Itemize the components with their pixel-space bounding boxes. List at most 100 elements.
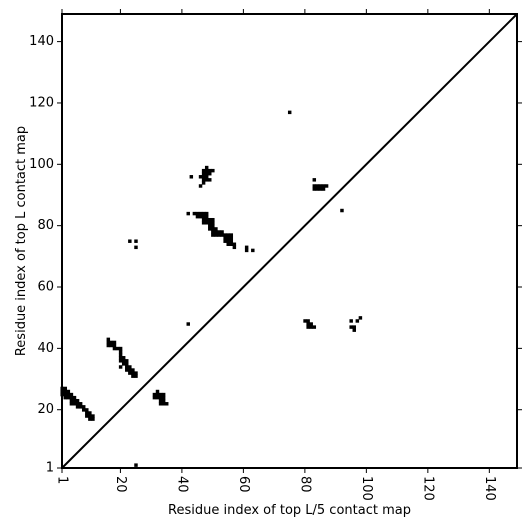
contact-cell bbox=[78, 402, 83, 406]
contact-cell bbox=[66, 389, 71, 394]
contact-cell bbox=[306, 322, 310, 326]
contact-cell bbox=[211, 230, 215, 234]
contact-cell bbox=[106, 343, 111, 348]
contact-cell bbox=[201, 171, 206, 176]
contact-cell bbox=[66, 392, 71, 397]
contact-cell bbox=[158, 402, 163, 406]
contact-cell bbox=[223, 239, 227, 243]
contact-cell bbox=[321, 187, 326, 191]
plot-frame bbox=[61, 13, 518, 469]
contact-cell bbox=[195, 211, 200, 216]
contact-cell bbox=[161, 398, 166, 403]
contact-cell bbox=[340, 208, 344, 213]
contact-cells bbox=[60, 110, 363, 467]
contact-cell bbox=[312, 325, 317, 329]
contact-cell bbox=[109, 343, 114, 348]
contact-cell bbox=[355, 319, 360, 323]
contact-cell bbox=[85, 408, 89, 412]
contact-cell bbox=[125, 362, 129, 366]
contact-cell bbox=[155, 392, 160, 397]
contact-cell bbox=[226, 233, 230, 237]
contact-cell bbox=[131, 371, 135, 375]
contact-cell bbox=[125, 359, 129, 363]
contact-cell bbox=[134, 371, 138, 375]
contact-cell bbox=[315, 187, 320, 191]
contact-cell bbox=[112, 340, 117, 345]
contact-cell bbox=[121, 356, 126, 360]
contact-cell bbox=[131, 374, 135, 378]
contact-cell bbox=[198, 184, 203, 188]
contact-cell bbox=[118, 349, 123, 354]
contact-cell bbox=[155, 389, 160, 394]
contact-cell bbox=[106, 340, 111, 345]
contact-cell bbox=[125, 365, 129, 369]
contact-cell bbox=[211, 168, 215, 173]
contact-cell bbox=[81, 405, 86, 409]
contact-cell bbox=[106, 337, 111, 342]
contact-cell bbox=[352, 325, 356, 329]
contact-cell bbox=[186, 322, 190, 326]
x-tick-label: 120 bbox=[420, 476, 435, 501]
contact-cell bbox=[349, 319, 353, 323]
contact-cell bbox=[198, 211, 203, 216]
y-tick-label: 80 bbox=[37, 218, 54, 233]
contact-cell bbox=[152, 395, 157, 400]
contact-cell bbox=[66, 395, 71, 400]
contact-cell bbox=[63, 386, 68, 391]
contact-cell bbox=[72, 398, 77, 403]
contact-cell bbox=[318, 184, 323, 188]
contact-cell bbox=[91, 414, 95, 418]
contact-cell bbox=[211, 217, 215, 222]
contact-cell bbox=[112, 346, 117, 351]
contact-cell bbox=[217, 230, 221, 234]
contact-cell bbox=[208, 171, 212, 176]
contact-cell bbox=[312, 184, 317, 188]
contact-cell bbox=[161, 402, 166, 406]
contact-cell bbox=[128, 371, 132, 375]
contact-cell bbox=[69, 398, 74, 403]
contact-cell bbox=[134, 374, 138, 378]
contact-cell bbox=[85, 411, 89, 415]
contact-cell bbox=[128, 365, 132, 369]
contact-cell bbox=[72, 402, 77, 406]
contact-cell bbox=[208, 221, 212, 225]
contact-cell bbox=[69, 395, 74, 400]
contact-cell bbox=[324, 184, 329, 188]
contact-cell bbox=[201, 175, 206, 179]
y-tick-label: 40 bbox=[37, 341, 54, 356]
contact-cell bbox=[91, 417, 95, 421]
contact-cell bbox=[214, 233, 218, 237]
contact-cell bbox=[75, 405, 80, 409]
contact-cell bbox=[315, 184, 320, 188]
contact-cell bbox=[125, 368, 129, 372]
contact-cell bbox=[201, 217, 206, 222]
contact-cell bbox=[312, 178, 317, 182]
x-tick-label: 60 bbox=[236, 476, 251, 493]
contact-cell bbox=[204, 171, 209, 176]
x-tick-label: 100 bbox=[359, 476, 374, 501]
contact-cell bbox=[204, 221, 209, 225]
contact-cell bbox=[115, 346, 120, 351]
contact-cell bbox=[164, 402, 169, 406]
y-tick-label: 140 bbox=[29, 34, 54, 49]
contact-cell bbox=[306, 319, 310, 323]
contact-cell bbox=[118, 359, 123, 363]
contact-cell bbox=[204, 214, 209, 219]
contact-cell bbox=[88, 411, 92, 415]
x-tick-label: 20 bbox=[113, 476, 128, 493]
contact-cell bbox=[208, 227, 212, 231]
contact-cell bbox=[214, 227, 218, 231]
contact-cell bbox=[204, 168, 209, 173]
y-axis-label: Residue index of top L contact map bbox=[14, 126, 29, 356]
contact-cell bbox=[63, 392, 68, 397]
contact-cell bbox=[88, 417, 92, 421]
contact-cell bbox=[121, 362, 126, 366]
contact-cell bbox=[312, 187, 317, 191]
contact-cell bbox=[226, 236, 230, 240]
contact-cell bbox=[244, 248, 249, 253]
contact-cell bbox=[161, 392, 166, 397]
contact-cell bbox=[321, 184, 326, 188]
contact-cell bbox=[81, 408, 86, 412]
contact-cell bbox=[75, 402, 80, 406]
y-tick-label: 100 bbox=[29, 157, 54, 172]
